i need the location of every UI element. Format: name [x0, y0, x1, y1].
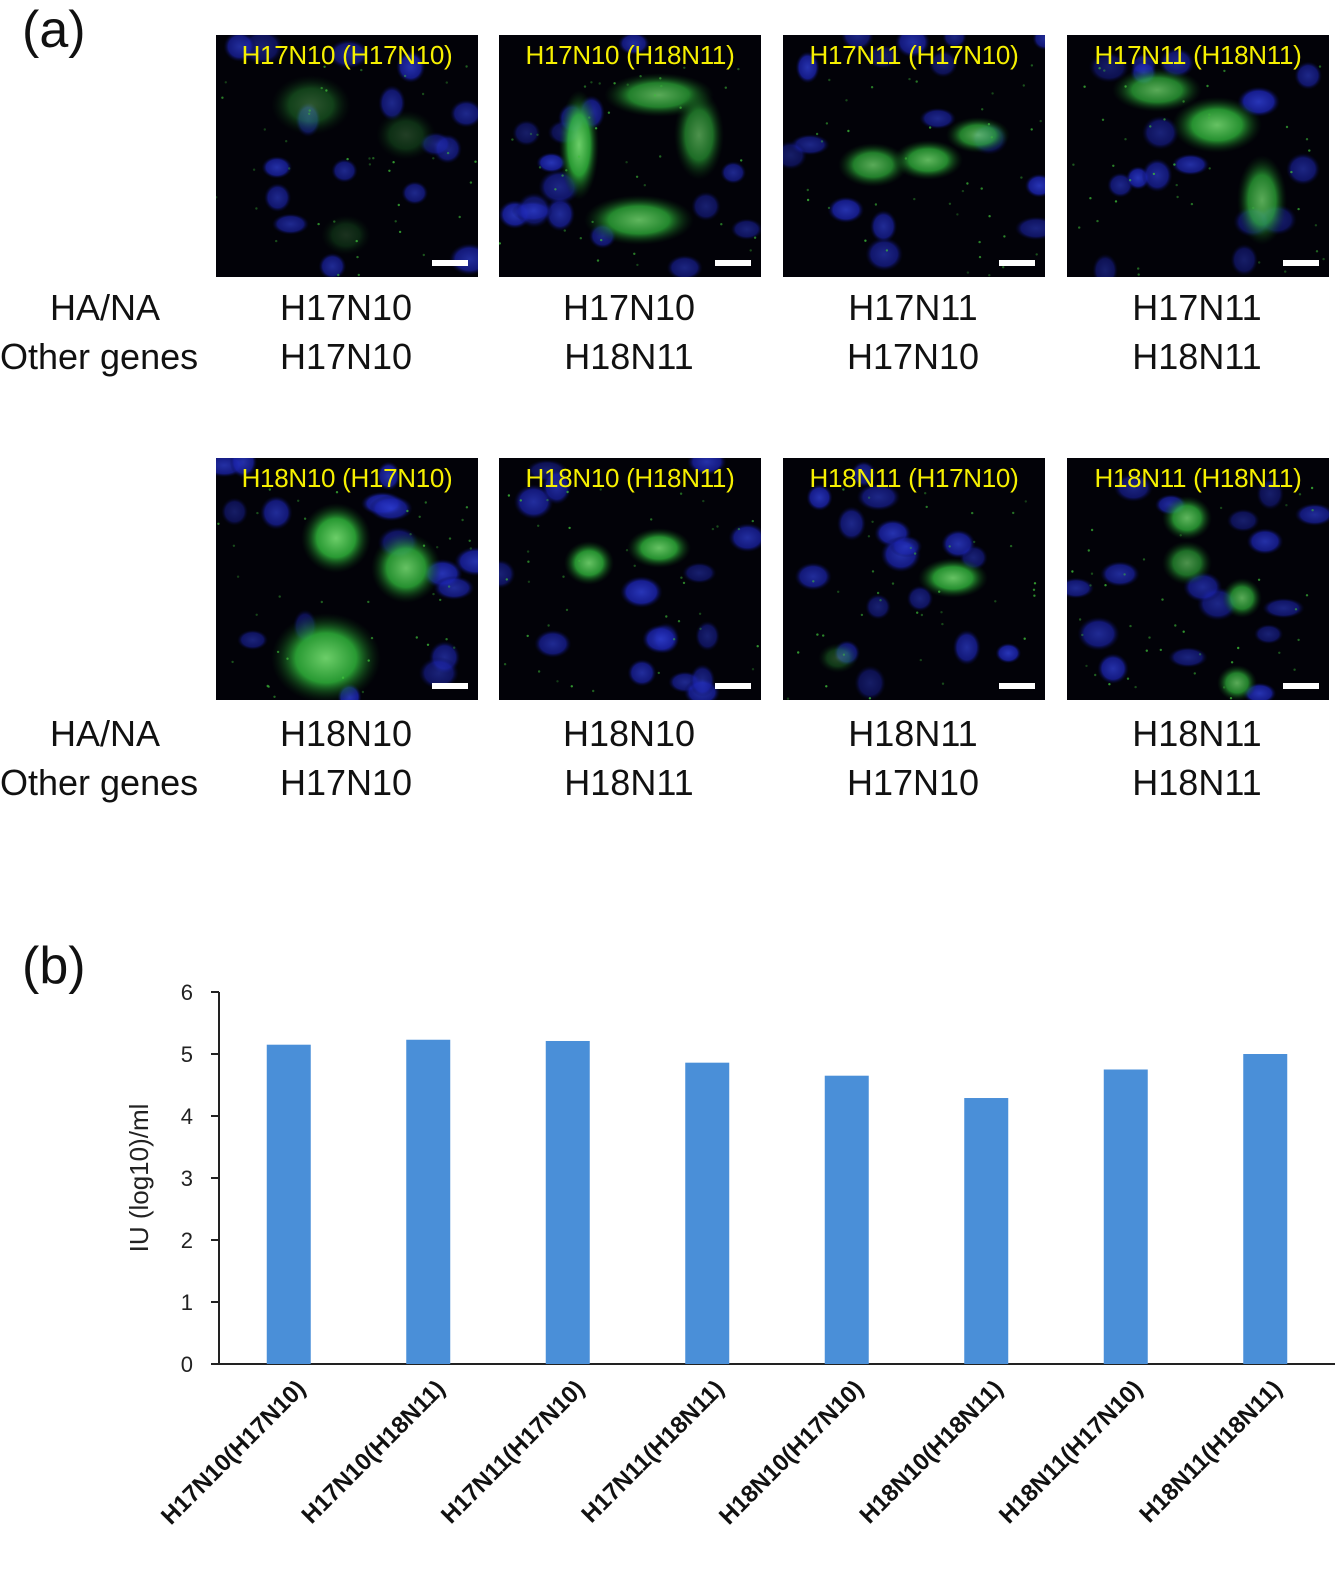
cell-stain-picture [786, 461, 1037, 700]
other-genes-value: H17N10 [846, 336, 980, 377]
other-genes-value: H18N11 [564, 762, 694, 803]
y-tick-label: 5 [181, 1042, 193, 1067]
micrograph-image: H18N11 (H17N10) [783, 458, 1045, 700]
panel-a-letter: (a) [22, 1, 86, 59]
cell-stain-picture [1072, 47, 1325, 277]
y-tick-label: 1 [181, 1290, 193, 1315]
y-tick-label: 3 [181, 1166, 193, 1191]
micrograph-title: H17N10 (H18N11) [525, 40, 735, 70]
cell-stain-picture [216, 458, 478, 700]
micrograph-title: H18N10 (H17N10) [241, 463, 453, 493]
y-tick-label: 0 [181, 1352, 193, 1377]
cell-stain-picture [1067, 473, 1329, 700]
bar [1103, 1069, 1148, 1364]
micrograph-title: H17N10 (H17N10) [241, 40, 453, 70]
cell-stain-picture [783, 35, 1045, 277]
scale-bar [715, 683, 751, 689]
micrograph-title: H18N10 (H18N11) [525, 463, 735, 493]
y-tick-label: 2 [181, 1228, 193, 1253]
x-tick-label: H18N10(H18N11) [854, 1375, 1008, 1529]
micrograph-image: H18N10 (H18N11) [499, 458, 761, 700]
micrograph-image: H18N10 (H17N10) [216, 458, 478, 700]
scale-bar [999, 683, 1035, 689]
ha-na-value: H17N10 [279, 287, 413, 328]
x-tick-label: H18N10(H17N10) [714, 1375, 869, 1530]
ha-na-value: H18N10 [562, 713, 696, 754]
ha-na-value: H17N11 [848, 287, 978, 328]
y-axis-label: IU (log10)/ml [124, 1104, 154, 1253]
ha-na-value: H18N10 [279, 713, 413, 754]
row-label-ha-na: HA/NA [50, 287, 161, 328]
micrograph-image: H17N10 (H18N11) [499, 35, 761, 277]
other-genes-value: H18N11 [564, 336, 694, 377]
scale-bar [1283, 683, 1319, 689]
other-genes-value: H18N11 [1132, 336, 1262, 377]
panel-b-letter: (b) [22, 937, 86, 995]
scale-bar [432, 683, 468, 689]
y-tick-label: 4 [181, 1104, 193, 1129]
row-label-other-genes: Other genes [0, 762, 199, 803]
x-tick-label: H17N11(H18N11) [576, 1375, 729, 1528]
bar [545, 1040, 590, 1364]
other-genes-value: H17N10 [279, 336, 413, 377]
scale-bar [715, 260, 751, 266]
scale-bar [999, 260, 1035, 266]
y-tick-label: 6 [181, 980, 193, 1005]
other-genes-value: H18N11 [1132, 762, 1262, 803]
cell-stain-picture [216, 35, 478, 277]
bar [406, 1039, 451, 1364]
x-tick-label: H17N10(H18N11) [296, 1375, 450, 1529]
micrograph-image: H17N11 (H17N10) [783, 35, 1045, 277]
micrograph-title: H17N11 (H17N10) [809, 40, 1019, 70]
ha-na-value: H18N11 [848, 713, 978, 754]
row-label-other-genes: Other genes [0, 336, 199, 377]
other-genes-value: H17N10 [846, 762, 980, 803]
bar [685, 1062, 730, 1364]
bar [964, 1098, 1009, 1364]
x-tick-label: H18N11(H17N10) [994, 1375, 1148, 1529]
scale-bar [1283, 260, 1319, 266]
ha-na-value: H17N11 [1132, 287, 1262, 328]
x-tick-label: H17N11(H17N10) [436, 1375, 590, 1529]
other-genes-value: H17N10 [279, 762, 413, 803]
micrograph-image: H17N11 (H18N11) [1067, 35, 1329, 277]
row-label-ha-na: HA/NA [50, 713, 161, 754]
bar-chart: 0 1 2 3 4 5 6 IU (log10)/ml H17N10(H17N10)H17N10… [124, 980, 1335, 1530]
cell-stain-picture [499, 35, 761, 277]
cell-stain-picture [499, 458, 761, 700]
micrograph-title: H18N11 (H17N10) [809, 463, 1019, 493]
micrograph-title: H18N11 (H18N11) [1094, 463, 1302, 493]
bar [824, 1075, 869, 1364]
micrograph-image: H18N11 (H18N11) [1067, 458, 1329, 700]
ha-na-value: H17N10 [562, 287, 696, 328]
x-tick-label: H18N11(H18N11) [1134, 1375, 1287, 1528]
x-tick-label: H17N10(H17N10) [156, 1375, 311, 1530]
micrograph-image: H17N10 (H17N10) [216, 35, 478, 277]
bar [266, 1044, 311, 1364]
ha-na-value: H18N11 [1132, 713, 1262, 754]
micrograph-title: H17N11 (H18N11) [1094, 40, 1302, 70]
bar [1243, 1054, 1288, 1364]
scale-bar [432, 260, 468, 266]
